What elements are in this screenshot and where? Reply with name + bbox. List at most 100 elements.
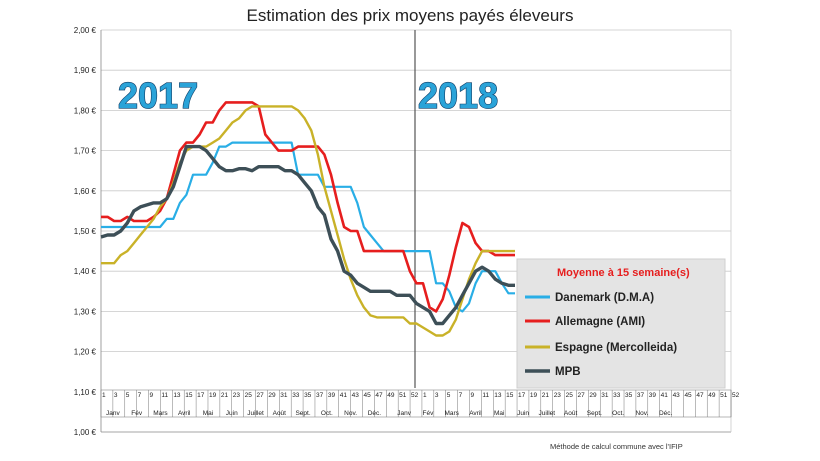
month-tick-label: Déc. [368,410,382,417]
week-tick-label: 11 [482,392,489,399]
week-tick-label: 33 [292,392,300,399]
legend-label-espagne: Espagne (Mercolleida) [555,342,677,354]
legend-box [516,258,726,389]
x-axis: 1 3 5 7 9 11 13 15 17 19 21 23 25 27 29 31 33 35 37 39 41 43 4… [100,389,740,418]
month-tick-label: Sept. [587,410,602,417]
y-tick-label: 1,50 € [74,227,97,236]
year-2018-label: 2018 [418,75,498,116]
week-tick-label: 13 [494,392,502,399]
week-tick-label: 23 [233,392,241,399]
week-tick-label: 41 [340,392,348,399]
month-tick-label: Avril [178,410,191,417]
month-tick-label: Août [273,410,287,417]
y-tick-label: 1,40 € [74,267,97,276]
month-tick-label: Juillet [247,410,264,417]
week-tick-label: 47 [375,392,383,399]
week-tick-label: 9 [470,392,474,399]
week-tick-label: 9 [150,392,154,399]
month-tick-label: Janv [397,410,411,417]
week-tick-label: 45 [364,392,372,399]
week-tick-label: 31 [280,392,288,399]
y-tick-label: 1,60 € [74,187,97,196]
week-tick-label: 1 [102,392,106,399]
series-lines [100,101,515,337]
y-tick-label: 1,90 € [74,66,97,75]
legend-label-allemagne: Allemagne (AMI) [555,316,645,328]
footnote: Méthode de calcul commune avec l'IFIP [550,442,683,451]
month-tick-label: Mars [444,410,459,417]
week-tick-label: 15 [185,392,193,399]
month-tick-label: Fév [423,410,435,417]
week-tick-label: 21 [542,392,550,399]
legend: Moyenne à 15 semaine(s) Danemark (D.M.A)… [516,258,726,389]
month-tick-label: Juin [517,410,529,417]
y-tick-label: 1,20 € [74,348,97,357]
week-tick-label: 29 [268,392,276,399]
month-tick-label: Mars [153,410,168,417]
week-tick-label: 49 [708,392,716,399]
week-tick-label: 47 [696,392,704,399]
month-tick-label: Nov. [344,410,357,417]
week-tick-label: 13 [173,392,181,399]
month-tick-label: Fév [131,410,143,417]
week-tick-label: 5 [126,392,130,399]
week-tick-label: 37 [316,392,324,399]
week-tick-label: 19 [209,392,217,399]
week-tick-label: 39 [649,392,657,399]
week-tick-label: 43 [352,392,360,399]
week-tick-label: 25 [245,392,253,399]
week-tick-label: 1 [423,392,427,399]
chart-title: Estimation des prix moyens payés éleveur… [247,6,574,25]
y-tick-label: 1,10 € [74,388,97,397]
legend-label-danemark: Danemark (D.M.A) [555,292,654,304]
week-tick-label: 5 [447,392,451,399]
y-tick-label: 1,70 € [74,147,97,156]
week-tick-label: 21 [221,392,229,399]
month-tick-label: Janv [106,410,120,417]
week-tick-label: 7 [459,392,463,399]
month-tick-label: Avril [469,410,482,417]
month-tick-label: Déc. [659,410,673,417]
week-tick-label: 29 [589,392,597,399]
series-line-1 [101,101,515,313]
month-tick-label: Mai [494,410,504,417]
week-tick-label: 3 [435,392,439,399]
y-tick-label: 1,00 € [74,428,97,437]
week-tick-label: 43 [673,392,681,399]
y-tick-label: 2,00 € [74,26,97,35]
series-line-3 [100,144,515,326]
week-tick-label: 39 [328,392,336,399]
month-tick-label: Oct. [612,410,624,417]
week-tick-label: 27 [577,392,585,399]
week-tick-label: 23 [554,392,562,399]
week-tick-label: 31 [601,392,609,399]
week-tick-label: 35 [304,392,312,399]
month-tick-label: Août [564,410,578,417]
week-tick-label: 41 [661,392,669,399]
week-tick-label: 45 [684,392,692,399]
series-line-0 [101,141,515,313]
week-tick-label: 3 [114,392,118,399]
week-tick-label: 35 [625,392,633,399]
week-tick-label: 52 [732,392,740,399]
y-tick-label: 1,80 € [74,106,97,115]
month-tick-label: Juin [226,410,238,417]
week-tick-label: 17 [197,392,205,399]
week-tick-label: 33 [613,392,621,399]
month-tick-label: Nov. [635,410,648,417]
week-tick-label: 11 [161,392,168,399]
week-tick-label: 19 [530,392,538,399]
y-tick-label: 1,30 € [74,307,97,316]
month-tick-label: Oct. [321,410,333,417]
month-tick-label: Juillet [538,410,555,417]
week-tick-label: 7 [138,392,142,399]
y-axis-ticks: 2,00 € 1,90 € 1,80 € 1,70 € 1,60 € 1,50 € 1,40… [74,26,97,437]
week-tick-label: 27 [257,392,265,399]
year-2017-label: 2017 [118,75,198,116]
legend-title: Moyenne à 15 semaine(s) [557,267,690,279]
week-tick-label: 17 [518,392,526,399]
week-tick-label: 49 [387,392,395,399]
month-tick-label: Mai [203,410,213,417]
week-tick-label: 51 [720,392,728,399]
